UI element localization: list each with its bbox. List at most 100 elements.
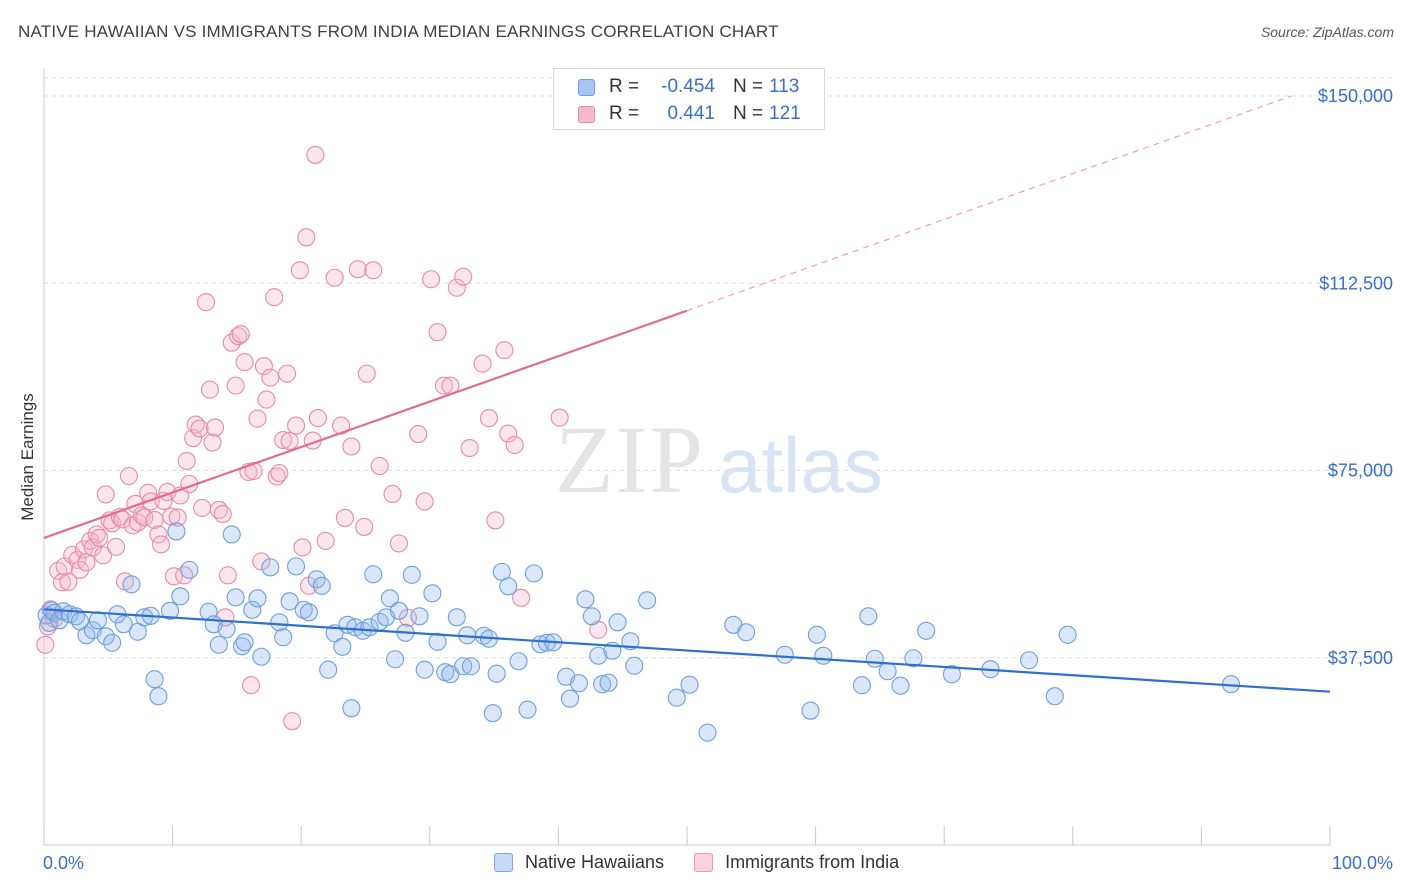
hawaiian-legend-swatch	[494, 853, 513, 872]
india-point	[77, 553, 96, 572]
india-point	[252, 552, 271, 571]
hawaiian-point	[222, 525, 241, 544]
india-point	[190, 419, 209, 438]
chart-title: NATIVE HAWAIIAN VS IMMIGRANTS FROM INDIA…	[18, 22, 779, 41]
hawaiian-point	[667, 688, 686, 707]
hawaiian-point	[447, 608, 466, 627]
hawaiian-point	[737, 623, 756, 642]
hawaiian-point	[96, 627, 115, 646]
india-point	[422, 270, 441, 289]
india-point	[270, 463, 289, 483]
hawaiian-point	[415, 660, 434, 679]
hawaiian-point	[167, 522, 186, 541]
hawaiian-point	[402, 565, 421, 584]
legend-label-hawaiian: Native Hawaiians	[525, 852, 665, 872]
hawaiian-point	[917, 621, 936, 640]
india-point	[348, 260, 367, 279]
hawaiian-point	[122, 575, 141, 594]
series-legend: Native Hawaiians Immigrants from India	[494, 852, 929, 873]
x-tick-label-min: 0.0%	[43, 853, 84, 873]
hawaiian-point	[891, 676, 910, 695]
india-point	[257, 390, 276, 409]
hawaiian-point	[698, 723, 717, 742]
legend-label-india: Immigrants from India	[725, 852, 900, 872]
y-tick-labels: $37,500 $75,000 $112,500 $150,000	[1318, 86, 1393, 668]
hawaiian-point	[160, 601, 180, 620]
india-point	[355, 517, 374, 536]
india-point	[231, 325, 250, 344]
hawaiian-point	[386, 650, 405, 669]
legend-item-india[interactable]: Immigrants from India	[694, 852, 899, 873]
hawaiian-point	[625, 656, 644, 675]
india-point	[290, 261, 309, 280]
india-point	[119, 466, 138, 486]
india-point	[261, 368, 280, 387]
india-point	[229, 327, 248, 346]
india-point	[473, 354, 492, 373]
hawaiian-point	[859, 607, 878, 626]
india-point	[177, 451, 196, 471]
hawaiian-swatch	[578, 78, 595, 96]
hawaiian-point	[274, 628, 293, 647]
axes	[43, 68, 1331, 846]
hawaiian-point	[145, 670, 164, 689]
hawaiian-point	[312, 576, 331, 595]
india-point	[293, 538, 312, 557]
india-point	[335, 508, 354, 527]
india-point	[87, 525, 106, 544]
india-point	[213, 504, 232, 523]
hawaiian-point	[474, 626, 493, 645]
india-point	[316, 531, 335, 550]
hawaiian-point	[103, 633, 122, 652]
hawaiian-point	[942, 665, 961, 684]
india-point	[278, 364, 297, 383]
hawaiian-point	[589, 646, 608, 665]
india-point	[274, 430, 293, 450]
hawaiian-point	[801, 701, 820, 720]
hawaiian-point	[483, 704, 502, 723]
hawaiian-point	[299, 603, 318, 622]
hawaiian-point	[582, 607, 601, 626]
india-point	[200, 380, 219, 399]
india-point	[308, 409, 327, 428]
y-tick-label: $75,000	[1328, 461, 1393, 481]
hawaiian-point	[235, 633, 254, 652]
stats-legend: R = -0.454 N = 113 R = 0.441 N = 121	[553, 68, 825, 130]
india-point	[342, 437, 361, 456]
india-point	[512, 588, 531, 607]
hawaiian-point	[217, 620, 236, 639]
hawaiian-point	[608, 613, 627, 632]
india-point	[370, 456, 389, 476]
india-point	[499, 424, 518, 443]
hawaiian-point	[680, 675, 699, 694]
india-swatch	[578, 105, 595, 123]
hawaiian-point	[180, 560, 199, 579]
hawaiian-point	[243, 600, 262, 619]
legend-item-hawaiian[interactable]: Native Hawaiians	[494, 852, 664, 873]
hawaiian-point	[88, 611, 108, 630]
india-point	[241, 676, 261, 695]
india-point	[325, 268, 344, 287]
hawaiian-point	[342, 699, 361, 718]
india-point	[175, 566, 194, 585]
hawaiian-point	[252, 647, 271, 666]
india-point	[389, 534, 408, 553]
hawaiian-point	[280, 592, 299, 611]
hawaiian-point	[319, 660, 338, 679]
india-trend-line	[43, 309, 688, 539]
n-label: N =	[733, 103, 764, 124]
hawaiian-point	[441, 665, 460, 684]
hawaiian-point	[560, 689, 580, 708]
n-value: 121	[769, 103, 801, 124]
hawaiian-point	[638, 591, 657, 610]
india-point	[447, 278, 466, 297]
hawaiian-point	[428, 632, 447, 651]
hawaiian-point	[1045, 687, 1064, 706]
hawaiian-point	[294, 600, 313, 619]
india-point	[254, 357, 273, 376]
x-tick-label-max: 100.0%	[1332, 853, 1393, 873]
india-point	[226, 376, 245, 395]
hawaiian-point	[814, 646, 833, 665]
r-value: 0.441	[667, 103, 715, 124]
india-trend-extension	[686, 95, 1292, 312]
